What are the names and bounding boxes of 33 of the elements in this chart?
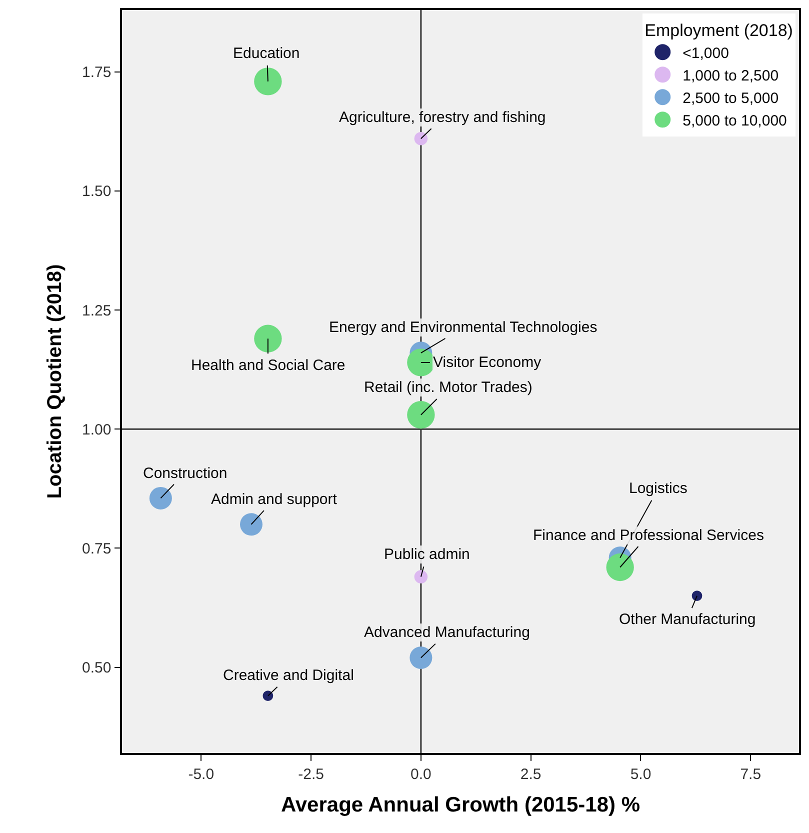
y-tick-label: 1.25 [82,302,112,320]
annotation: Finance and Professional Services [533,527,764,544]
annotation: Advanced Manufacturing [364,624,530,641]
annotation: Other Manufacturing [619,611,756,628]
annotation: Visitor Economy [433,354,542,371]
annotation: Agriculture, forestry and fishing [339,109,546,126]
legend-label: 2,500 to 5,000 [682,90,779,107]
legend-label: 1,000 to 2,500 [682,67,779,84]
x-axis-title: Average Annual Growth (2015-18) % [280,793,640,816]
x-tick-label: -5.0 [188,766,214,783]
annotation: Retail (inc. Motor Trades) [364,379,532,396]
y-tick-label: 1.75 [82,64,112,82]
annotation: Public admin [384,546,470,563]
x-tick-label: -2.5 [298,766,324,783]
legend-title: Employment (2018) [644,20,793,40]
annotation: Admin and support [211,491,338,508]
y-axis-title: Location Quotient (2018) [44,264,66,499]
x-tick-label: 0.0 [410,766,432,783]
x-tick-label: 2.5 [520,766,542,783]
annotation: Logistics [629,480,688,497]
y-tick-label: 0.75 [82,540,112,558]
annotation: Education [233,45,300,62]
annotation: Health and Social Care [191,357,346,374]
legend-label: 5,000 to 10,000 [682,112,787,130]
legend-label: <1,000 [682,44,729,62]
y-tick-label: 1.00 [82,421,112,438]
x-tick-label: 7.5 [740,766,762,783]
y-tick-label: 0.50 [82,660,112,677]
annotation: Creative and Digital [223,667,354,684]
annotation: Energy and Environmental Technologies [329,319,598,336]
x-tick-label: 5.0 [630,766,652,783]
y-tick-label: 1.50 [82,183,112,200]
annotation: Construction [143,465,228,482]
